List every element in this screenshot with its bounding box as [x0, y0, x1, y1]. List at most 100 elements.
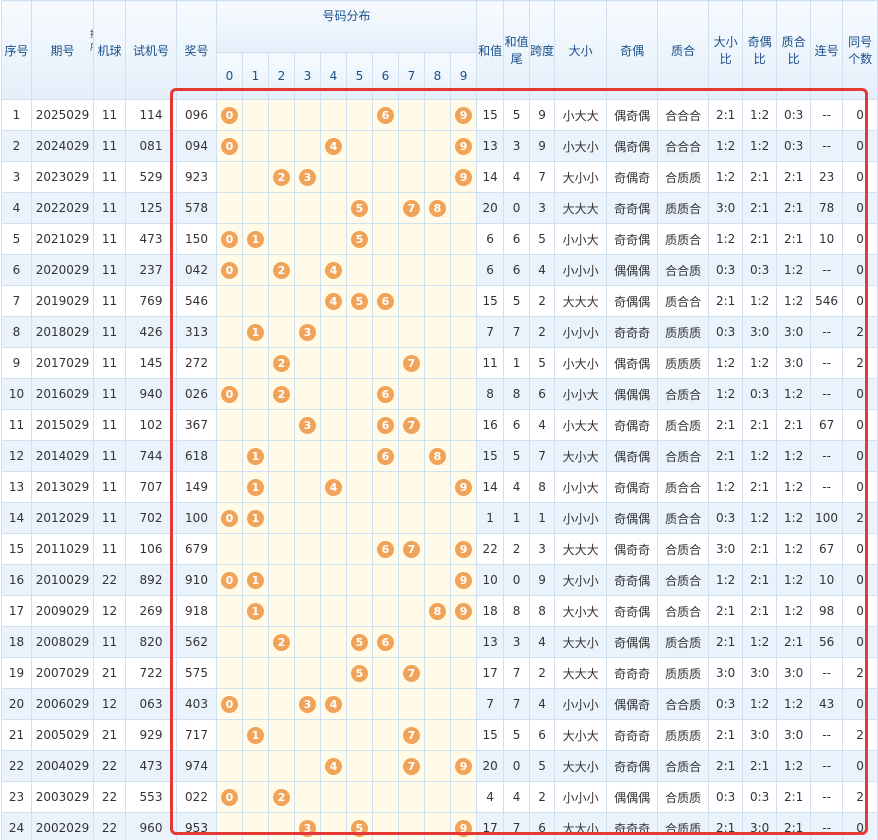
dist-cell [216, 595, 243, 627]
dist-cell [268, 440, 295, 472]
dist-cell [449, 316, 478, 348]
header-cell: 大小比 [708, 0, 744, 100]
cell: 8 [503, 378, 531, 410]
cell: -- [810, 347, 844, 379]
cell: 大小大 [554, 440, 608, 472]
cell: 149 [176, 471, 217, 503]
ball: 1 [247, 571, 264, 589]
cell: 2:1 [708, 285, 744, 317]
cell: 2 [503, 533, 531, 565]
dist-cell [216, 285, 243, 317]
dist-cell: 7 [398, 657, 425, 689]
ball: 2 [273, 261, 290, 279]
cell: 2021029 [31, 223, 94, 255]
cell: 929 [125, 719, 177, 751]
cell: 14 [476, 471, 505, 503]
dist-cell [398, 254, 425, 286]
dist-cell: 6 [372, 440, 399, 472]
cell: 0:3 [742, 781, 778, 813]
dist-cell: 8 [424, 440, 451, 472]
cell: 2017029 [31, 347, 94, 379]
dist-cell [320, 161, 347, 193]
dist-cell [449, 688, 478, 720]
cell: 5 [503, 719, 531, 751]
dist-cell [424, 564, 451, 596]
cell: 2010029 [31, 564, 94, 596]
dist-cell [242, 192, 269, 224]
row: 22 2004029 22 473 974 4 7 9 20 0 5 大大小 奇奇偶 合质合 2:1 2:1 1… [1, 750, 878, 782]
cell: 17 [476, 812, 505, 840]
cell: 2 [842, 719, 878, 751]
dist-cell: 5 [346, 192, 373, 224]
ball: 4 [325, 292, 342, 310]
cell: 质合质 [657, 409, 710, 441]
cell: 1:2 [742, 285, 778, 317]
digit-header: 4 [320, 52, 347, 100]
header-cell: 质合比 [776, 0, 812, 100]
cell: 11 [93, 502, 126, 534]
sort-button[interactable]: 排序 [90, 27, 93, 53]
cell: 150 [176, 223, 217, 255]
dist-cell [449, 347, 478, 379]
cell: 合质质 [657, 161, 710, 193]
dist-cell [346, 316, 373, 348]
cell: 1:2 [708, 130, 744, 162]
ball: 1 [247, 509, 264, 527]
dist-cell [216, 440, 243, 472]
dist-cell [449, 409, 478, 441]
dist-cell: 6 [372, 409, 399, 441]
dist-cell [346, 719, 373, 751]
dist-cell: 2 [268, 347, 295, 379]
cell: 合质合 [657, 595, 710, 627]
cell: 2023029 [31, 161, 94, 193]
dist-cell [268, 533, 295, 565]
cell: 6 [529, 812, 556, 840]
cell: 269 [125, 595, 177, 627]
cell: 2:1 [776, 161, 812, 193]
header-cell: 和值尾 [503, 0, 531, 100]
dist-cell [320, 781, 347, 813]
cell: -- [810, 440, 844, 472]
cell: 67 [810, 533, 844, 565]
dist-cell [242, 533, 269, 565]
cell: 偶偶奇 [606, 688, 659, 720]
cell: 2:1 [708, 409, 744, 441]
dist-cell [320, 812, 347, 840]
cell: 4 [503, 161, 531, 193]
cell: 1 [503, 502, 531, 534]
dist-cell: 0 [216, 502, 243, 534]
cell: 1:2 [776, 378, 812, 410]
dist-cell [372, 316, 399, 348]
cell: 质合合 [657, 285, 710, 317]
ball: 9 [455, 478, 473, 496]
cell: 679 [176, 533, 217, 565]
cell: 合合质 [657, 688, 710, 720]
dist-cell [294, 440, 321, 472]
cell: 2:1 [742, 471, 778, 503]
cell: 合质质 [657, 812, 710, 840]
dist-cell [320, 564, 347, 596]
cell: 11 [93, 254, 126, 286]
digit-header: 8 [424, 52, 451, 100]
dist-cell: 1 [242, 595, 269, 627]
cell: 546 [176, 285, 217, 317]
cell: 0 [842, 440, 878, 472]
cell: 大大大 [554, 192, 608, 224]
cell: 10 [810, 223, 844, 255]
cell: 2011029 [31, 533, 94, 565]
cell: 707 [125, 471, 177, 503]
cell: 2 [529, 316, 556, 348]
cell: 11 [93, 130, 126, 162]
cell: 2013029 [31, 471, 94, 503]
cell: 奇奇奇 [606, 657, 659, 689]
row: 3 2023029 11 529 923 2 3 9 14 4 7 大小小 奇偶奇 合质质 1:2 2:1 2:… [1, 161, 878, 193]
cell: 11 [93, 192, 126, 224]
ball: 5 [351, 633, 368, 651]
dist-cell: 1 [242, 471, 269, 503]
cell: 2:1 [776, 781, 812, 813]
dist-cell [242, 781, 269, 813]
row: 5 2021029 11 473 150 0 1 5 6 6 5 小小大 奇奇偶 质质合 1:2 2:1 2:1… [1, 223, 878, 255]
cell: 大大小 [554, 626, 608, 658]
cell: 奇偶奇 [606, 161, 659, 193]
